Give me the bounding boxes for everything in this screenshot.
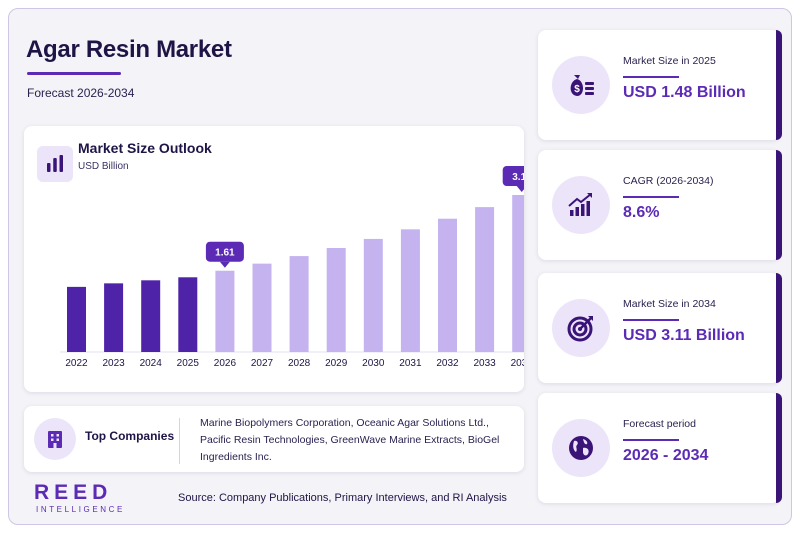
chart-unit-label: USD Billion	[78, 161, 129, 172]
x-tick-label: 2026	[214, 358, 237, 369]
money-bag-icon: $	[552, 56, 610, 114]
bar-2033	[475, 207, 495, 352]
stat-value: 2026 - 2034	[623, 447, 709, 464]
x-tick-label: 2028	[288, 358, 311, 369]
title-underline	[27, 72, 121, 75]
bar-2025	[178, 277, 198, 352]
stat-label: Market Size in 2025	[623, 55, 716, 67]
x-tick-label: 2034	[511, 358, 524, 369]
stat-divider	[623, 76, 679, 78]
x-tick-label: 2031	[399, 358, 422, 369]
x-tick-label: 2027	[251, 358, 274, 369]
bar-2023	[104, 283, 124, 352]
top-companies-list: Marine Biopolymers Corporation, Oceanic …	[200, 417, 500, 463]
stat-card-market-size-2025: $ Market Size in 2025 USD 1.48 Billion	[538, 30, 782, 140]
value-callout-box	[205, 241, 244, 262]
data-label: 1.61	[215, 248, 235, 259]
bar-2028	[289, 256, 309, 352]
logo-wordmark: REED	[34, 481, 113, 504]
source-note: Source: Company Publications, Primary In…	[178, 492, 507, 504]
x-tick-label: 2022	[65, 358, 88, 369]
globe-icon	[552, 419, 610, 477]
value-callout-pointer	[516, 186, 524, 192]
chart-card: Market Size Outlook USD Billion 2022 2023…	[24, 126, 524, 392]
bar-2022	[67, 286, 86, 352]
stat-value: USD 1.48 Billion	[623, 84, 746, 101]
bar-2026	[215, 270, 235, 352]
stat-card-market-size-2034: Market Size in 2034 USD 3.11 Billion	[538, 273, 782, 383]
x-tick-label: 2023	[102, 358, 125, 369]
data-label: 3.11	[512, 172, 524, 183]
stat-value: 8.6%	[623, 204, 660, 221]
page-subtitle: Forecast 2026-2034	[27, 86, 135, 100]
x-tick-label: 2024	[140, 358, 163, 369]
value-callout-pointer	[219, 261, 230, 268]
x-tick-label: 2030	[362, 358, 385, 369]
stat-divider	[623, 319, 679, 321]
bar-2027	[252, 263, 272, 352]
bar-2029	[326, 248, 346, 352]
stat-value: USD 3.11 Billion	[623, 327, 745, 344]
x-tick-label: 2032	[436, 358, 459, 369]
stat-card-cagr: CAGR (2026-2034) 8.6%	[538, 150, 782, 260]
top-companies-label: Top Companies	[85, 429, 175, 443]
bar-chart-icon	[37, 146, 73, 182]
bar-2031	[400, 229, 420, 352]
svg-text:$: $	[574, 84, 580, 95]
bar-2034	[512, 195, 524, 352]
bar-2030	[363, 238, 383, 352]
value-callout-box	[502, 166, 524, 186]
companies-divider	[179, 418, 180, 464]
bar-2032	[438, 218, 457, 352]
stat-label: Market Size in 2034	[623, 298, 716, 310]
target-icon	[552, 299, 610, 357]
stat-divider	[623, 439, 679, 441]
x-tick-label: 2029	[325, 358, 348, 369]
growth-chart-icon	[552, 176, 610, 234]
page-title: Agar Resin Market	[26, 36, 232, 63]
logo-subtitle: INTELLIGENCE	[36, 505, 125, 514]
top-companies-card: Top Companies Marine Biopolymers Corpora…	[24, 406, 524, 472]
stat-card-forecast-period: Forecast period 2026 - 2034	[538, 393, 782, 503]
stat-label: Forecast period	[623, 418, 696, 430]
stat-divider	[623, 196, 679, 198]
x-tick-label: 2025	[177, 358, 200, 369]
building-icon	[34, 418, 76, 460]
bar-2024	[141, 280, 161, 352]
stat-label: CAGR (2026-2034)	[623, 175, 714, 187]
market-size-bar-chart: 2022 2023 2024 2025 2026 2027 2028 2029 2030 2031…	[60, 166, 524, 369]
x-tick-label: 2033	[473, 358, 496, 369]
chart-title: Market Size Outlook	[78, 140, 212, 156]
